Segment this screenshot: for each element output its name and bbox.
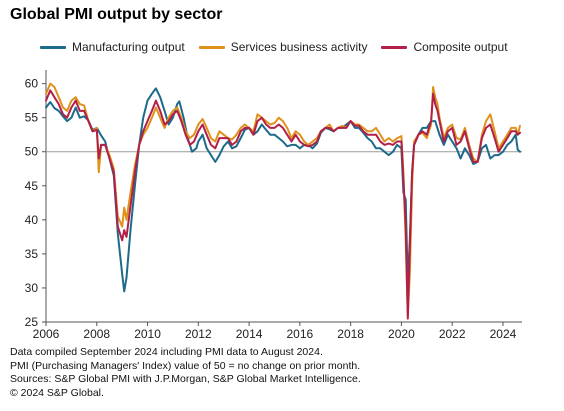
legend-item-manufacturing-output: Manufacturing output (40, 40, 185, 54)
legend-label: Manufacturing output (72, 40, 185, 54)
y-tick-label: 40 (25, 213, 39, 227)
footnote-data-compiled: Data compiled September 2024 including P… (10, 346, 323, 358)
footnote-copyright: © 2024 S&P Global. (10, 386, 104, 399)
x-tick-label: 2018 (337, 327, 364, 341)
x-tick-label: 2022 (439, 327, 466, 341)
footnote-sources: Sources: S&P Global PMI with J.P.Morgan,… (10, 373, 361, 385)
x-tick-label: 2016 (287, 327, 314, 341)
x-tick-label: 2006 (33, 327, 60, 341)
series-line-manufacturing-output (45, 87, 521, 293)
chart-title: Global PMI output by sector (10, 6, 223, 23)
x-tick-label: 2012 (185, 327, 212, 341)
legend-swatch (198, 45, 225, 49)
x-tick-label: 2008 (83, 327, 110, 341)
y-tick-label: 25 (25, 315, 39, 329)
legend-item-composite-output: Composite output (381, 40, 508, 54)
x-tick-label: 2014 (236, 327, 263, 341)
y-tick-label: 60 (25, 77, 39, 91)
series-line-services-business-activity (45, 82, 521, 317)
footnote-pmi-definition: PMI (Purchasing Managers' Index) value o… (10, 359, 361, 372)
y-tick-label: 30 (25, 281, 39, 295)
footnotes: Data compiled September 2024 including P… (10, 346, 361, 400)
y-tick-label: 55 (25, 111, 39, 125)
series-line-composite-output (45, 89, 521, 320)
legend: Manufacturing output Services business ac… (40, 40, 508, 54)
legend-label: Composite output (413, 40, 508, 54)
x-tick-label: 2024 (490, 327, 517, 341)
y-tick-label: 35 (25, 247, 39, 261)
y-tick-label: 50 (25, 145, 39, 159)
legend-label: Services business activity (230, 40, 368, 54)
legend-swatch (381, 45, 408, 49)
legend-swatch (40, 45, 66, 49)
y-tick-label: 45 (25, 179, 39, 193)
x-tick-label: 2020 (388, 327, 415, 341)
legend-item-services-business-activity: Services business activity (198, 40, 368, 54)
x-tick-label: 2010 (134, 327, 161, 341)
